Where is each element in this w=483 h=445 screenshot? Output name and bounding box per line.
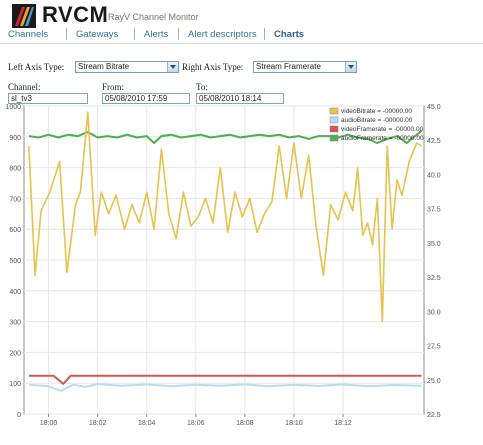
x-tick-label: 18:04: [138, 420, 156, 427]
legend-label: audioFramerate = -00000.00: [341, 135, 424, 142]
to-date-field[interactable]: 05/08/2010 18:14: [196, 93, 284, 104]
rvcm-logo-icon: [12, 4, 36, 28]
left-tick-label: 100: [9, 381, 21, 388]
right-tick-label: 40.0: [427, 172, 441, 179]
nav-charts[interactable]: Charts: [274, 29, 305, 40]
right-tick-label: 42.5: [427, 138, 441, 145]
nav-separator: [178, 28, 179, 40]
series-line-1: [28, 383, 422, 392]
channel-label: Channel:: [8, 82, 41, 92]
left-tick-label: 500: [9, 258, 21, 265]
x-tick-label: 18:12: [334, 420, 352, 427]
legend-swatch: [329, 125, 339, 133]
nav-alert-descriptors[interactable]: Alert descriptors: [188, 29, 257, 40]
left-tick-label: 900: [9, 135, 21, 142]
right-axis-value: Stream Framerate: [256, 62, 321, 71]
left-tick-label: 1000: [5, 104, 21, 111]
channel-field[interactable]: sl_tv3: [8, 93, 88, 104]
series-line-2: [28, 374, 422, 385]
right-tick-label: 22.5: [427, 412, 441, 419]
left-axis-value: Stream Bitrate: [78, 62, 130, 71]
x-tick-label: 18:02: [89, 420, 107, 427]
legend-swatch: [329, 107, 339, 115]
legend-swatch: [329, 134, 339, 142]
x-axis-ticks: 18:00 18:02 18:04 18:06 18:08 18:10 18:12: [40, 414, 352, 427]
x-tick-label: 18:08: [236, 420, 254, 427]
main-nav: Channels Gateways Alerts Alert descripto…: [0, 26, 483, 44]
x-tick-label: 18:06: [187, 420, 205, 427]
left-tick-label: 300: [9, 320, 21, 327]
nav-alerts[interactable]: Alerts: [144, 29, 169, 40]
right-axis-label: Right Axis Type:: [182, 62, 244, 72]
left-axis-select[interactable]: Stream Bitrate: [75, 61, 179, 73]
legend-swatch: [329, 116, 339, 124]
series-line-0: [28, 111, 422, 323]
left-tick-label: 700: [9, 196, 21, 203]
x-tick-label: 18:10: [285, 420, 303, 427]
right-tick-label: 30.0: [427, 309, 441, 316]
left-axis-label: Left Axis Type:: [8, 62, 65, 72]
nav-gateways[interactable]: Gateways: [76, 29, 119, 40]
left-tick-label: 0: [17, 412, 21, 419]
app-header: RVCM RayV Channel Monitor Channels Gatew…: [0, 0, 483, 44]
right-tick-label: 25.0: [427, 378, 441, 385]
chart-area: 0 100 200 300 400 500 600 700 800 900 1000 22.5 25.…: [0, 100, 483, 440]
left-tick-label: 600: [9, 227, 21, 234]
from-date-field[interactable]: 05/08/2010 17:59: [102, 93, 190, 104]
left-tick-label: 200: [9, 350, 21, 357]
series-line-3: [28, 129, 423, 144]
nav-separator: [134, 28, 135, 40]
chevron-down-icon: [345, 62, 356, 72]
app-subtitle: RayV Channel Monitor: [108, 12, 199, 22]
app-name: RVCM: [42, 2, 109, 27]
right-tick-label: 32.5: [427, 275, 441, 282]
nav-separator: [66, 28, 67, 40]
right-axis-select[interactable]: Stream Framerate: [253, 61, 357, 73]
right-axis-ticks: 22.5 25.0 27.5 30.0 32.5 35.0 37.5 40.0 42.5 45.0: [427, 104, 441, 419]
chevron-down-icon: [167, 62, 178, 72]
legend-label: videoBitrate = -00000.00: [341, 108, 412, 115]
nav-channels[interactable]: Channels: [8, 29, 49, 40]
x-tick-label: 18:00: [40, 420, 58, 427]
right-tick-label: 27.5: [427, 344, 441, 351]
left-axis-ticks: 0 100 200 300 400 500 600 700 800 900 1000: [5, 104, 21, 419]
to-label: To:: [196, 82, 208, 92]
right-tick-label: 35.0: [427, 241, 441, 248]
bitrate-framerate-chart: 0 100 200 300 400 500 600 700 800 900 1000 22.5 25.…: [5, 104, 441, 427]
nav-separator: [264, 28, 265, 40]
series-lines: [28, 111, 423, 392]
legend-label: audioBitrate = -00000.00: [341, 117, 413, 124]
from-label: From:: [102, 82, 125, 92]
right-tick-label: 45.0: [427, 104, 441, 111]
legend-label: videoFramerate = -00000.00: [341, 126, 424, 133]
left-tick-label: 800: [9, 166, 21, 173]
chart-legend: videoBitrate = -00000.00 audioBitrate = -…: [329, 107, 424, 142]
right-tick-label: 37.5: [427, 207, 441, 214]
left-tick-label: 400: [9, 289, 21, 296]
